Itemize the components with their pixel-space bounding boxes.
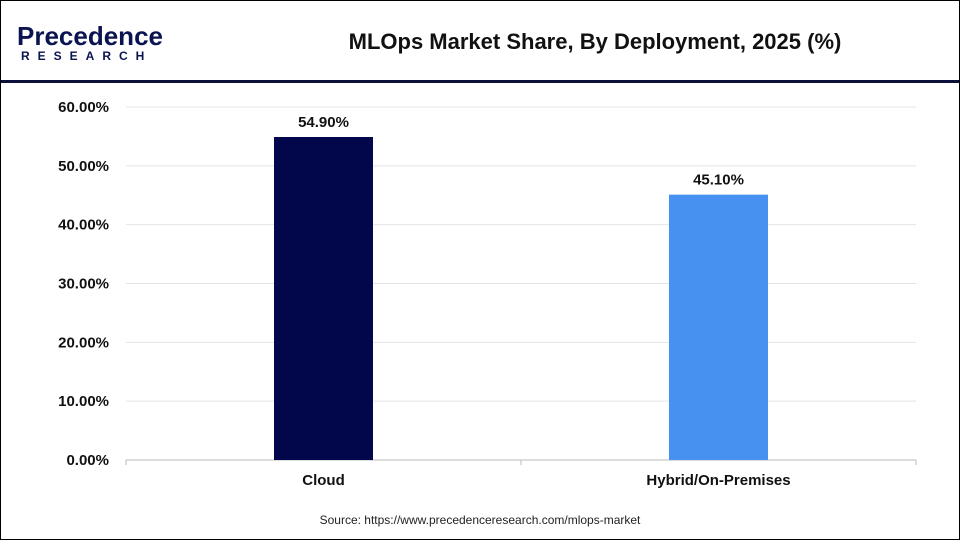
chart-title: MLOps Market Share, By Deployment, 2025 … [348, 29, 842, 54]
y-tick-label: 50.00% [58, 158, 109, 175]
bar-cloud [274, 137, 373, 460]
header-divider [1, 80, 959, 83]
bar-chart: 0.00% 10.00% 20.00% 30.00% 40.00% 50.00% 60.00… [58, 99, 917, 489]
data-label: 54.90% [298, 114, 349, 131]
y-tick-label: 20.00% [58, 334, 109, 351]
logo: Precedence RESEARCH [17, 23, 163, 63]
y-tick-label: 30.00% [58, 276, 109, 293]
logo-subtitle: RESEARCH [21, 49, 153, 63]
bar-hybrid-on-premises [669, 194, 768, 460]
source-note: Source: https://www.precedenceresearch.c… [319, 513, 641, 527]
y-tick-label: 40.00% [58, 217, 109, 234]
y-tick-label: 0.00% [66, 452, 109, 469]
x-tick-label: Cloud [302, 472, 345, 489]
y-tick-label: 10.00% [58, 393, 109, 410]
data-label: 45.10% [693, 172, 744, 189]
logo-wordmark: Precedence [17, 21, 163, 51]
y-tick-label: 60.00% [58, 99, 109, 116]
x-tick-label: Hybrid/On-Premises [646, 472, 790, 489]
